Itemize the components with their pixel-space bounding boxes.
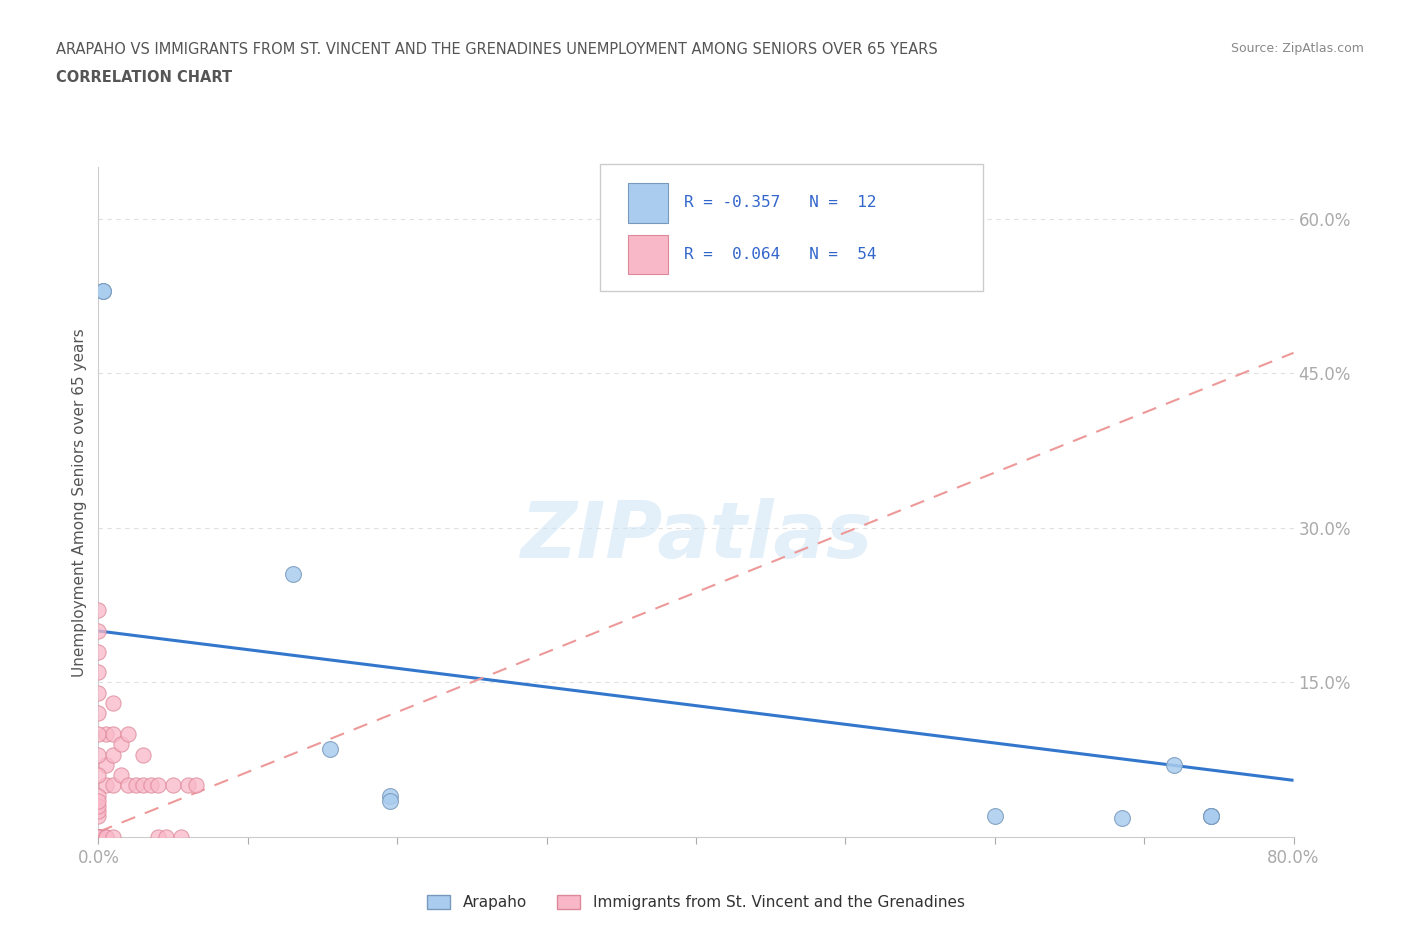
Point xyxy=(87,768,110,783)
Point xyxy=(87,830,110,844)
Point xyxy=(87,830,110,844)
Y-axis label: Unemployment Among Seniors over 65 years: Unemployment Among Seniors over 65 years xyxy=(72,328,87,677)
FancyBboxPatch shape xyxy=(600,164,983,291)
Point xyxy=(87,706,110,721)
Point xyxy=(94,830,117,844)
Point xyxy=(87,793,110,808)
Point xyxy=(87,644,110,659)
Point xyxy=(94,726,117,741)
Point xyxy=(132,747,155,762)
Point xyxy=(91,284,114,299)
Point xyxy=(103,747,125,762)
Point xyxy=(87,830,110,844)
Legend: Arapaho, Immigrants from St. Vincent and the Grenadines: Arapaho, Immigrants from St. Vincent and… xyxy=(422,889,970,916)
Point xyxy=(117,778,139,793)
Point xyxy=(162,778,184,793)
Point xyxy=(110,737,132,751)
Point xyxy=(103,830,125,844)
Point xyxy=(169,830,191,844)
Point xyxy=(87,830,110,844)
Point xyxy=(87,623,110,638)
Point xyxy=(94,778,117,793)
Text: R = -0.357   N =  12: R = -0.357 N = 12 xyxy=(685,195,876,210)
Text: CORRELATION CHART: CORRELATION CHART xyxy=(56,70,232,85)
Point xyxy=(87,830,110,844)
Point xyxy=(148,830,170,844)
Point xyxy=(87,747,110,762)
Point xyxy=(87,830,110,844)
Point xyxy=(87,830,110,844)
Point xyxy=(87,603,110,618)
Point xyxy=(87,830,110,844)
Point xyxy=(177,778,200,793)
Point xyxy=(87,809,110,824)
Point xyxy=(110,768,132,783)
Point xyxy=(87,830,110,844)
Point xyxy=(87,830,110,844)
Point xyxy=(983,809,1005,824)
Point xyxy=(87,830,110,844)
Text: ARAPAHO VS IMMIGRANTS FROM ST. VINCENT AND THE GRENADINES UNEMPLOYMENT AMONG SEN: ARAPAHO VS IMMIGRANTS FROM ST. VINCENT A… xyxy=(56,42,938,57)
Point xyxy=(378,789,401,804)
FancyBboxPatch shape xyxy=(628,183,668,222)
Point xyxy=(87,685,110,700)
Point xyxy=(117,726,139,741)
Point xyxy=(1111,811,1133,826)
Point xyxy=(1201,809,1223,824)
Point xyxy=(103,778,125,793)
Point xyxy=(87,830,110,844)
Point xyxy=(132,778,155,793)
Point xyxy=(139,778,162,793)
Point xyxy=(378,793,401,808)
Point xyxy=(87,665,110,680)
Point xyxy=(103,726,125,741)
Point xyxy=(281,567,304,582)
Point xyxy=(103,696,125,711)
Point xyxy=(87,799,110,814)
Point xyxy=(91,284,114,299)
FancyBboxPatch shape xyxy=(628,234,668,274)
Point xyxy=(148,778,170,793)
Point xyxy=(87,804,110,818)
Point xyxy=(125,778,148,793)
Point xyxy=(1201,809,1223,824)
Point xyxy=(87,789,110,804)
Point xyxy=(87,830,110,844)
Point xyxy=(155,830,177,844)
Point xyxy=(184,778,207,793)
Point xyxy=(87,830,110,844)
Text: ZIPatlas: ZIPatlas xyxy=(520,498,872,574)
Point xyxy=(94,757,117,772)
Text: Source: ZipAtlas.com: Source: ZipAtlas.com xyxy=(1230,42,1364,55)
Point xyxy=(319,742,342,757)
Point xyxy=(94,830,117,844)
Point xyxy=(87,726,110,741)
Point xyxy=(87,830,110,844)
Point xyxy=(1201,809,1223,824)
Text: R =  0.064   N =  54: R = 0.064 N = 54 xyxy=(685,247,876,262)
Point xyxy=(1163,757,1185,772)
